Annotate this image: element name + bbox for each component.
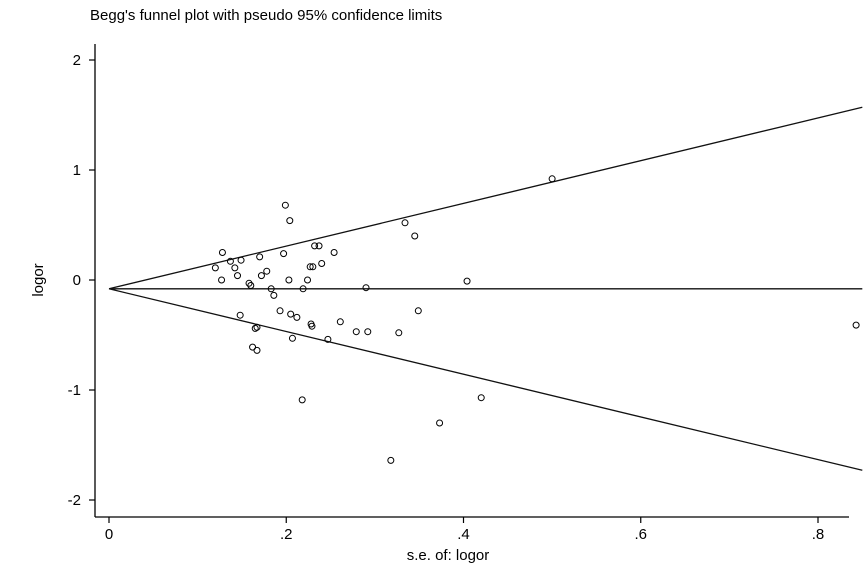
data-point [247, 282, 255, 289]
data-point [436, 419, 444, 427]
y-tick-label: 0 [73, 272, 81, 289]
data-point [311, 242, 319, 250]
data-point [477, 394, 485, 402]
data-point [237, 256, 245, 264]
data-point [299, 285, 307, 293]
y-axis: -2 -1 0 1 2 [68, 52, 95, 509]
x-axis: 0 .2 .4 .6 .8 [105, 517, 824, 543]
data-point [231, 264, 239, 272]
data-point [256, 253, 264, 261]
data-point [463, 277, 471, 285]
data-point [251, 324, 259, 332]
data-point [309, 263, 317, 271]
y-tick-label: 2 [73, 52, 81, 69]
data-point [218, 249, 226, 256]
data-point [298, 396, 306, 404]
chart-title: Begg's funnel plot with pseudo 95% confi… [90, 7, 443, 24]
x-tick-label: .8 [812, 526, 825, 543]
data-point [245, 279, 253, 287]
data-point [852, 321, 860, 329]
upper-confidence-limit [108, 106, 863, 290]
data-point [276, 307, 284, 315]
data-point [318, 260, 326, 267]
data-point [270, 291, 278, 299]
data-point [280, 250, 288, 258]
data-point [257, 272, 265, 280]
data-point [287, 310, 295, 318]
data-point [211, 264, 219, 272]
data-point [330, 249, 338, 256]
data-point [218, 276, 226, 284]
data-point [387, 456, 395, 464]
data-point [336, 318, 344, 326]
axes-frame [94, 44, 849, 518]
y-tick-label: -2 [68, 492, 81, 509]
x-tick-label: .6 [634, 526, 647, 543]
data-point [236, 311, 244, 319]
data-point [281, 201, 289, 209]
x-tick-label: .4 [457, 526, 470, 543]
x-tick-label: 0 [105, 526, 113, 543]
y-tick-label: -1 [68, 382, 81, 399]
data-point [285, 276, 293, 284]
confidence-limit-lines [108, 106, 863, 471]
data-point [234, 272, 242, 280]
x-tick-label: .2 [280, 526, 293, 543]
data-point [364, 328, 372, 336]
data-point [308, 322, 316, 330]
data-point [263, 267, 271, 275]
data-point [411, 232, 419, 240]
data-point [253, 346, 261, 354]
data-point [548, 175, 556, 183]
data-point [286, 217, 294, 225]
study-points [211, 175, 860, 464]
data-point [395, 329, 403, 337]
data-point [306, 263, 314, 271]
data-point [352, 328, 360, 336]
data-point [288, 334, 296, 342]
data-point [362, 284, 370, 292]
y-axis-label: logor [30, 263, 47, 296]
data-point [293, 313, 301, 321]
data-point [267, 285, 275, 293]
data-point [249, 343, 257, 351]
data-point [401, 219, 409, 227]
data-point [324, 335, 332, 343]
x-axis-label: s.e. of: logor [407, 547, 490, 564]
y-tick-label: 1 [73, 162, 81, 179]
data-point [226, 257, 234, 265]
data-point [315, 242, 323, 250]
data-point [304, 276, 312, 284]
data-point [414, 307, 422, 315]
data-point [253, 323, 261, 331]
lower-confidence-limit [108, 288, 863, 471]
